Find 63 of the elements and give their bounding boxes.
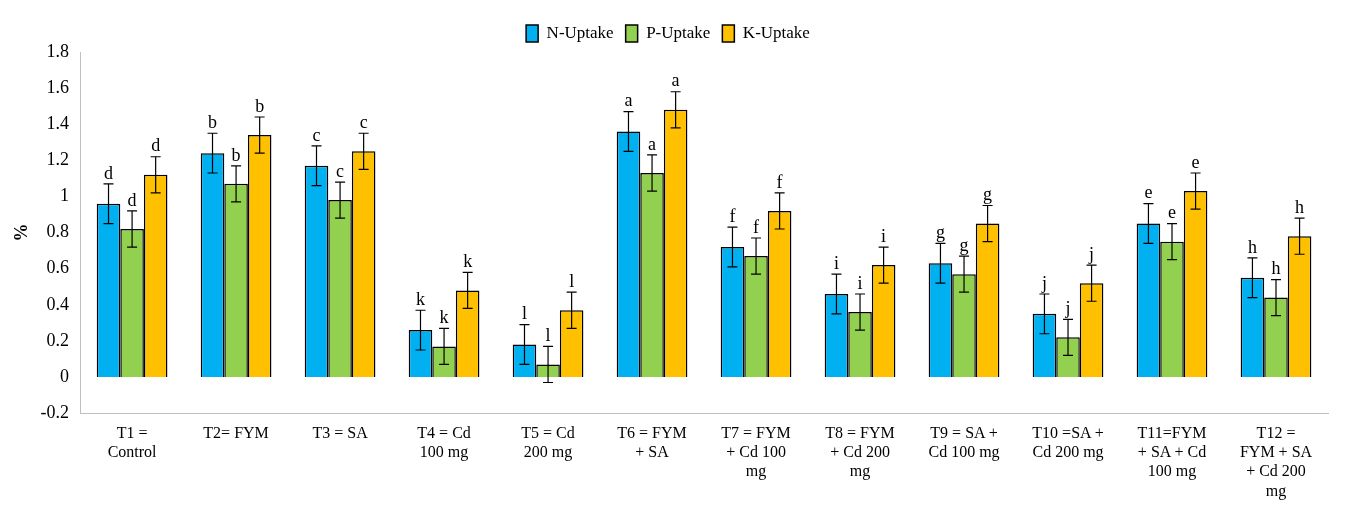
x-tick-label: T11=FYM + SA + Cd 100 mg — [1137, 424, 1207, 481]
data-label: f — [753, 216, 760, 237]
data-label: d — [151, 135, 161, 156]
data-label: k — [416, 288, 425, 309]
data-label: e — [1191, 151, 1200, 172]
y-tick-label: 0.4 — [46, 293, 70, 314]
x-tick-label: T3 = SA — [312, 424, 369, 441]
y-tick-label: 1 — [60, 185, 70, 206]
data-label: g — [983, 184, 993, 205]
data-label: e — [1168, 202, 1177, 223]
y-tick-label: 1.2 — [46, 149, 70, 170]
data-label: a — [671, 70, 680, 91]
data-label: h — [1295, 196, 1305, 217]
data-label: c — [359, 112, 368, 132]
data-label: b — [255, 95, 265, 116]
data-label: c — [336, 160, 345, 181]
y-tick-label: 0.6 — [46, 257, 70, 278]
legend-label: K-Uptake — [742, 22, 810, 42]
data-label: j — [1088, 243, 1095, 264]
data-label: l — [569, 270, 575, 291]
data-label: f — [776, 171, 783, 192]
data-label: k — [439, 307, 449, 328]
data-label: d — [104, 162, 114, 183]
x-tick-label: T7 = FYM + Cd 100 mg — [721, 424, 791, 481]
data-label: l — [545, 325, 551, 346]
y-tick-label: 0.8 — [46, 221, 70, 242]
y-tick-label: 1.8 — [46, 40, 70, 61]
data-label: f — [729, 205, 736, 226]
legend-label: N-Uptake — [546, 22, 614, 42]
data-label: j — [1064, 298, 1071, 319]
data-label: i — [881, 225, 887, 246]
data-label: h — [1247, 236, 1257, 257]
x-tick-label: T1 = Control — [107, 424, 158, 461]
x-tick-label: T9 = SA + Cd 100 mg — [928, 424, 1000, 462]
legend-label: P-Uptake — [646, 22, 711, 42]
data-label: j — [1040, 272, 1047, 293]
y-axis-title: % — [11, 223, 32, 242]
y-tick-label: 0 — [60, 365, 70, 386]
data-label: i — [857, 272, 863, 293]
data-label: a — [624, 90, 633, 111]
x-tick-label: T6 = FYM + SA — [617, 424, 687, 461]
y-tick-label: 1.4 — [46, 112, 70, 133]
data-label: l — [521, 303, 527, 324]
data-label: a — [648, 133, 657, 154]
data-label: d — [127, 189, 137, 210]
x-tick-label: T8 = FYM + Cd 200 mg — [825, 424, 895, 481]
data-label: h — [1271, 258, 1281, 279]
y-tick-label: -0.2 — [40, 401, 70, 422]
x-tick-label: T4 = Cd 100 mg — [417, 424, 471, 462]
data-label: g — [959, 234, 969, 255]
data-label: b — [208, 112, 218, 132]
y-tick-label: 1.6 — [46, 76, 70, 97]
x-tick-label: T12 = FYM + SA + Cd 200 mg — [1239, 424, 1313, 500]
data-label: b — [231, 144, 241, 165]
x-tick-label: T10 =SA + Cd 200 mg — [1032, 424, 1104, 462]
data-label: k — [463, 251, 473, 272]
x-tick-label: T2= FYM — [203, 424, 269, 441]
y-tick-label: 0.2 — [46, 329, 70, 350]
x-tick-label: T5 = Cd 200 mg — [521, 424, 575, 462]
data-label: g — [935, 222, 945, 243]
data-label: e — [1144, 182, 1153, 203]
data-label: i — [833, 252, 839, 273]
data-label: c — [312, 124, 321, 145]
